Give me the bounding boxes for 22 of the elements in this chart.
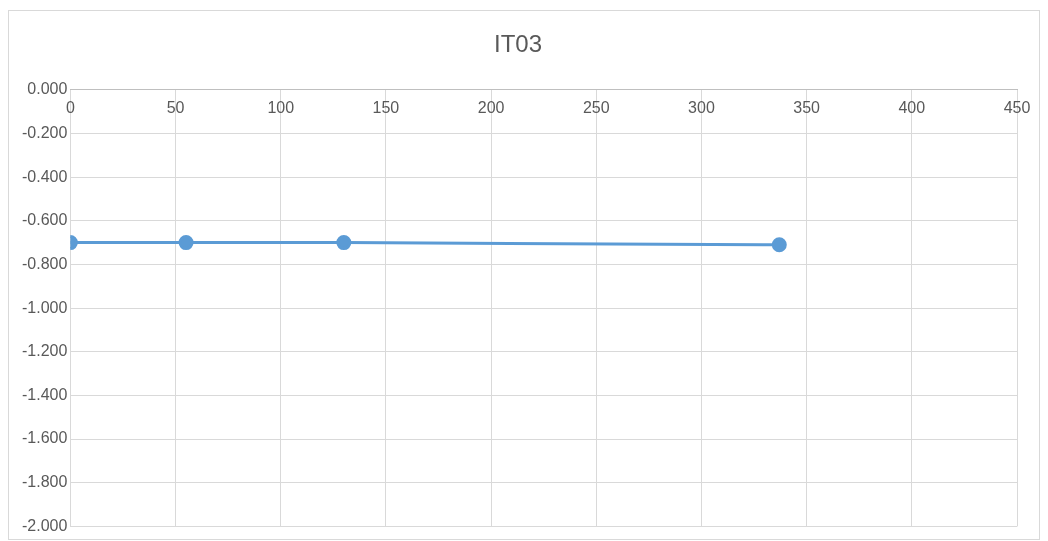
y-tick-label: -0.800 [21, 254, 68, 272]
x-tick-label: 150 [372, 98, 400, 116]
y-tick-label: -0.200 [21, 123, 68, 141]
x-tick-label: 50 [166, 98, 185, 116]
y-tick-label: -1.000 [21, 298, 68, 316]
x-tick-label: 0 [65, 98, 75, 116]
y-tick-label: -1.400 [21, 385, 68, 403]
y-tick-label: -0.600 [21, 211, 68, 229]
y-tick-label: -0.400 [21, 167, 68, 185]
y-tick-label: -1.200 [21, 342, 68, 360]
x-tick-label: 450 [1003, 98, 1031, 116]
y-tick-label: 0.000 [27, 80, 68, 98]
y-tick-label: -2.000 [21, 516, 68, 534]
x-tick-label: 300 [688, 98, 715, 116]
x-tick-label: 200 [477, 98, 505, 116]
y-tick-label: -1.800 [21, 473, 68, 491]
chart-title: IT03 [493, 30, 543, 58]
x-tick-label: 100 [267, 98, 295, 116]
x-tick-label: 350 [793, 98, 821, 116]
x-tick-label: 400 [898, 98, 926, 116]
x-tick-label: 250 [582, 98, 610, 116]
y-tick-label: -1.600 [21, 429, 68, 447]
